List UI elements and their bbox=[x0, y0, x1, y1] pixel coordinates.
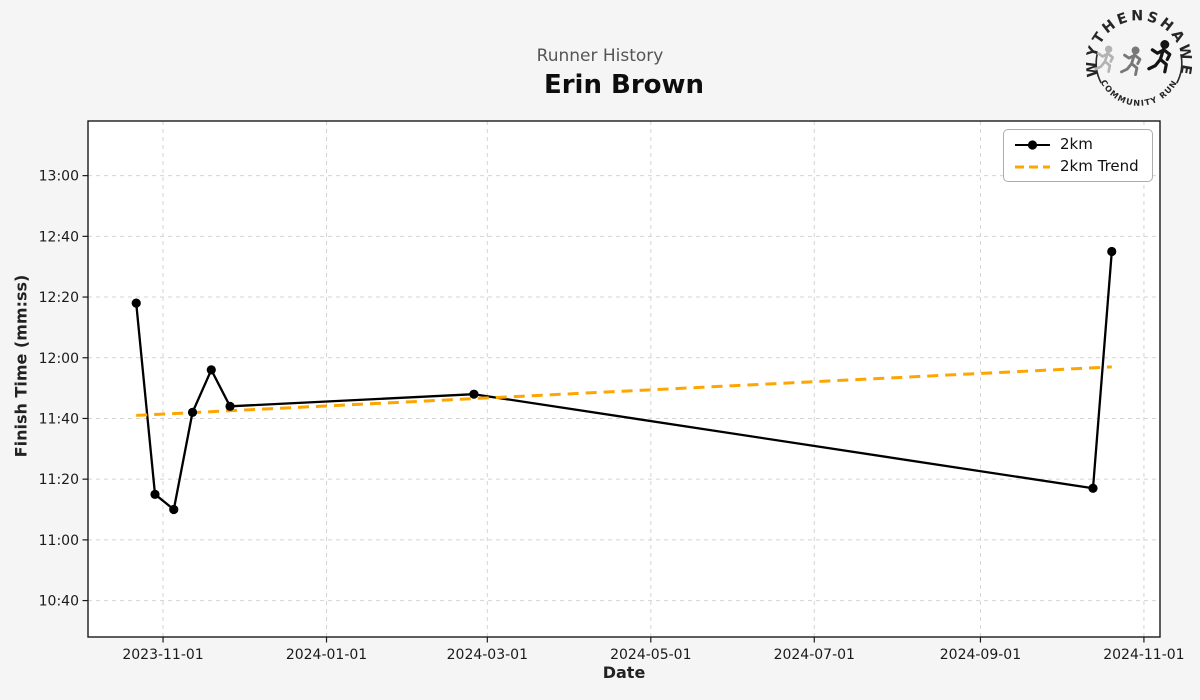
y-tick-label: 12:20 bbox=[39, 290, 79, 306]
x-tick-label: 2024-01-01 bbox=[286, 647, 367, 663]
y-tick-label: 13:00 bbox=[39, 169, 79, 185]
y-tick-label: 11:00 bbox=[39, 533, 79, 549]
x-tick-label: 2024-03-01 bbox=[447, 647, 528, 663]
logo-top-text: WYTHENSHAWE bbox=[1086, 8, 1192, 78]
y-tick-label: 11:20 bbox=[39, 472, 79, 488]
data-point-marker bbox=[187, 407, 198, 417]
data-point-marker bbox=[225, 401, 235, 411]
y-tick-label: 12:40 bbox=[39, 229, 79, 245]
x-tick-label: 2024-05-01 bbox=[610, 647, 691, 663]
y-tick-label: 11:40 bbox=[39, 411, 79, 427]
y-axis-label: Finish Time (mm:ss) bbox=[11, 274, 31, 458]
runner-icon bbox=[1120, 45, 1142, 77]
y-tick-label: 12:00 bbox=[39, 351, 79, 367]
data-point-marker bbox=[206, 365, 216, 375]
x-tick-label: 2024-09-01 bbox=[940, 647, 1021, 663]
legend: 2km 2km Trend bbox=[1003, 129, 1153, 182]
wythenshawe-community-run-logo: WYTHENSHAWE COMMUNITY RUN bbox=[1086, 8, 1192, 108]
legend-label: 2km bbox=[1060, 135, 1093, 153]
data-point-marker bbox=[150, 489, 160, 499]
data-point-marker bbox=[1088, 483, 1098, 493]
logo-ring-right-arc bbox=[1176, 53, 1183, 84]
plot-area bbox=[88, 121, 1160, 637]
x-tick-label: 2024-07-01 bbox=[774, 647, 855, 663]
runner-icon bbox=[1147, 39, 1172, 74]
legend-item-2km: 2km bbox=[1014, 137, 1142, 152]
x-tick-label: 2023-11-01 bbox=[122, 647, 203, 663]
y-tick-label: 10:40 bbox=[39, 594, 79, 610]
chart-title: Erin Brown bbox=[543, 70, 705, 100]
logo-bottom-text: COMMUNITY RUN bbox=[1099, 78, 1180, 108]
legend-item-2km-trend: 2km Trend bbox=[1014, 159, 1142, 174]
x-axis-label: Date bbox=[602, 663, 646, 682]
legend-line-marker-sample-icon bbox=[1015, 139, 1050, 150]
legend-label: 2km Trend bbox=[1060, 157, 1139, 175]
data-point-marker bbox=[131, 298, 141, 308]
data-point-marker bbox=[469, 389, 479, 399]
plot-border bbox=[87, 120, 1161, 638]
data-point-marker bbox=[1107, 246, 1117, 257]
trend-2km-line bbox=[136, 365, 1112, 417]
legend-dashed-line-sample-icon bbox=[1015, 165, 1050, 168]
x-tick-label: 2024-11-01 bbox=[1103, 647, 1184, 663]
data-point-marker bbox=[169, 504, 179, 515]
chart-subtitle: Runner History bbox=[536, 46, 664, 66]
